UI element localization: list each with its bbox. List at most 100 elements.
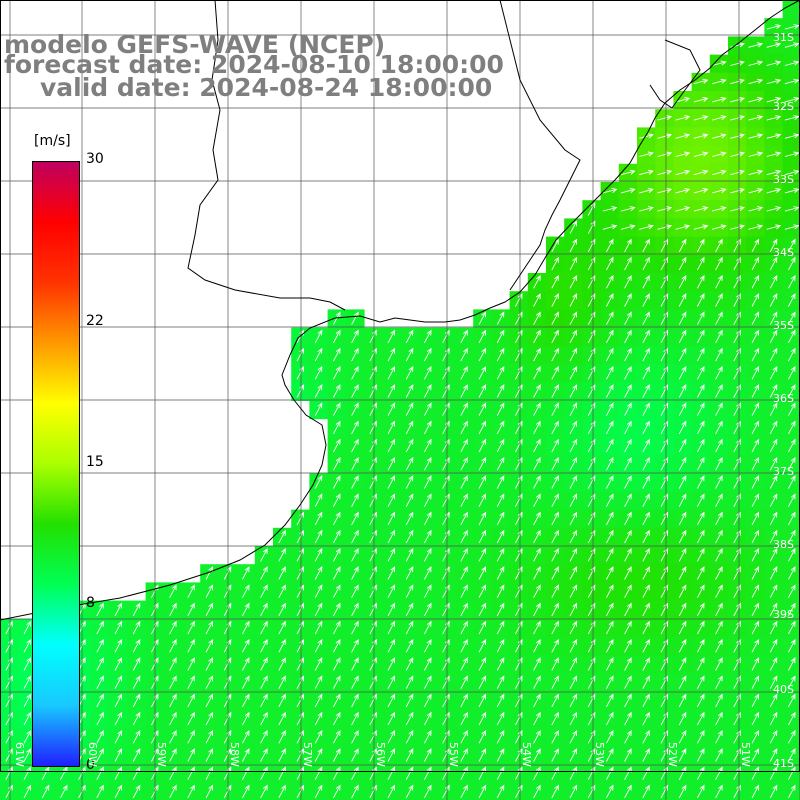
wind-arrow xyxy=(788,566,796,580)
wind-arrow xyxy=(715,638,723,653)
wind-arrow xyxy=(693,206,709,212)
wind-arrow xyxy=(751,274,760,289)
wind-arrow xyxy=(769,256,778,271)
wind-arrow xyxy=(442,402,450,416)
wind-arrow xyxy=(657,187,673,194)
wind-arrow xyxy=(660,420,669,435)
wind-arrow xyxy=(23,657,32,671)
wind-arrow xyxy=(533,547,541,562)
wind-arrow xyxy=(675,206,691,212)
wind-arrow xyxy=(351,384,359,398)
wind-arrow xyxy=(260,729,268,744)
wind-arrow xyxy=(569,256,578,271)
wind-arrow xyxy=(387,456,396,471)
wind-arrow xyxy=(205,584,214,598)
wind-arrow xyxy=(606,329,614,344)
wind-arrow xyxy=(114,711,123,726)
wind-arrow xyxy=(660,584,669,598)
wind-arrow xyxy=(405,784,414,799)
wind-speed-cell xyxy=(782,0,800,19)
wind-arrow xyxy=(478,420,487,435)
wind-arrow xyxy=(751,347,760,362)
wind-arrow xyxy=(333,456,341,471)
wind-arrow xyxy=(314,657,323,671)
wind-arrow xyxy=(333,693,341,708)
wind-arrow xyxy=(314,384,323,398)
wind-arrow xyxy=(642,620,650,635)
wind-arrow xyxy=(515,602,523,617)
wind-arrow xyxy=(351,402,359,416)
longitude-label: 56W xyxy=(374,742,387,767)
wind-arrow xyxy=(660,766,669,780)
wind-arrow xyxy=(751,329,760,344)
wind-arrow xyxy=(784,96,800,103)
wind-arrow xyxy=(587,365,596,380)
lagoon-outline xyxy=(649,39,701,109)
wind-arrow xyxy=(460,784,468,799)
wind-arrow xyxy=(496,693,505,708)
wind-arrow xyxy=(711,206,727,212)
wind-arrow xyxy=(660,456,669,471)
wind-arrow xyxy=(748,151,764,157)
wind-arrow xyxy=(424,511,432,526)
wind-arrow xyxy=(405,347,414,362)
wind-arrow xyxy=(260,784,268,799)
wind-arrow xyxy=(114,693,123,708)
wind-arrow xyxy=(675,133,691,139)
wind-arrow xyxy=(642,547,650,562)
wind-arrow xyxy=(697,493,705,507)
wind-arrow xyxy=(715,311,723,325)
wind-arrow xyxy=(660,529,669,544)
wind-arrow xyxy=(678,402,687,416)
wind-arrow xyxy=(569,675,578,689)
longitude-label: 60W xyxy=(86,742,99,767)
wind-arrow xyxy=(551,729,559,744)
wind-speed-cell xyxy=(782,782,800,800)
wind-arrow xyxy=(333,729,341,744)
wind-arrow xyxy=(460,456,468,471)
wind-arrow xyxy=(788,675,796,689)
latitude-label: 34S xyxy=(773,246,794,259)
wind-arrow xyxy=(697,748,705,762)
wind-arrow xyxy=(478,511,487,526)
wind-arrow xyxy=(751,584,760,598)
wind-arrow xyxy=(351,566,359,580)
wind-arrow xyxy=(766,96,782,103)
wind-arrow xyxy=(624,693,632,708)
wind-arrow xyxy=(478,602,487,617)
wind-arrow xyxy=(405,566,414,580)
wind-arrow xyxy=(23,729,32,744)
wind-arrow xyxy=(587,238,596,253)
wind-arrow xyxy=(642,256,650,271)
wind-arrow xyxy=(23,784,32,799)
wind-arrow xyxy=(784,115,800,121)
wind-arrow xyxy=(496,766,505,780)
wind-arrow xyxy=(675,115,691,121)
wind-arrow xyxy=(678,784,687,799)
wind-arrow xyxy=(642,420,650,435)
wind-arrow xyxy=(114,620,123,635)
wind-arrow xyxy=(351,456,359,471)
coastline xyxy=(0,0,800,621)
wind-arrow xyxy=(460,729,468,744)
wind-arrow xyxy=(715,693,723,708)
wind-arrow xyxy=(715,748,723,762)
wind-arrow xyxy=(748,133,764,139)
wind-arrow xyxy=(442,347,450,362)
wind-arrow xyxy=(587,220,596,234)
wind-arrow xyxy=(788,748,796,762)
wind-arrow xyxy=(569,384,578,398)
wind-arrow xyxy=(496,584,505,598)
wind-arrow xyxy=(96,602,104,617)
wind-arrow xyxy=(587,602,596,617)
wind-arrow xyxy=(675,224,691,230)
wind-arrow xyxy=(606,766,614,780)
wind-arrow xyxy=(351,547,359,562)
wind-arrow xyxy=(675,151,691,157)
wind-arrow xyxy=(424,711,432,726)
wind-arrow xyxy=(278,748,286,762)
wind-arrow xyxy=(624,675,632,689)
wind-arrow xyxy=(169,784,177,799)
wind-arrow xyxy=(660,657,669,671)
wind-arrow xyxy=(533,274,541,289)
